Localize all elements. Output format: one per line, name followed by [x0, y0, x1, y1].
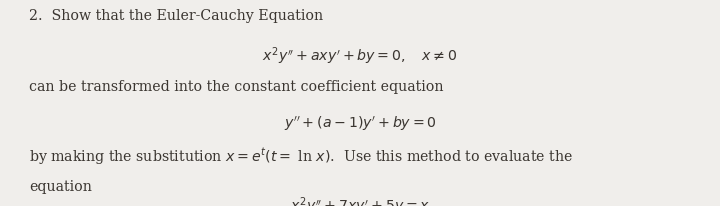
Text: can be transformed into the constant coefficient equation: can be transformed into the constant coe…: [29, 80, 444, 94]
Text: 2.  Show that the Euler-Cauchy Equation: 2. Show that the Euler-Cauchy Equation: [29, 9, 323, 23]
Text: by making the substitution $x = e^t(t =$ ln $x)$.  Use this method to evaluate t: by making the substitution $x = e^t(t =$…: [29, 146, 573, 167]
Text: $x^2y'' + axy' + by = 0, \quad x \neq 0$: $x^2y'' + axy' + by = 0, \quad x \neq 0$: [263, 45, 457, 67]
Text: equation: equation: [29, 180, 91, 194]
Text: $y'' + (a - 1)y' + by = 0$: $y'' + (a - 1)y' + by = 0$: [284, 114, 436, 132]
Text: $x^2y'' + 7xy' + 5y = x$: $x^2y'' + 7xy' + 5y = x$: [290, 196, 430, 206]
